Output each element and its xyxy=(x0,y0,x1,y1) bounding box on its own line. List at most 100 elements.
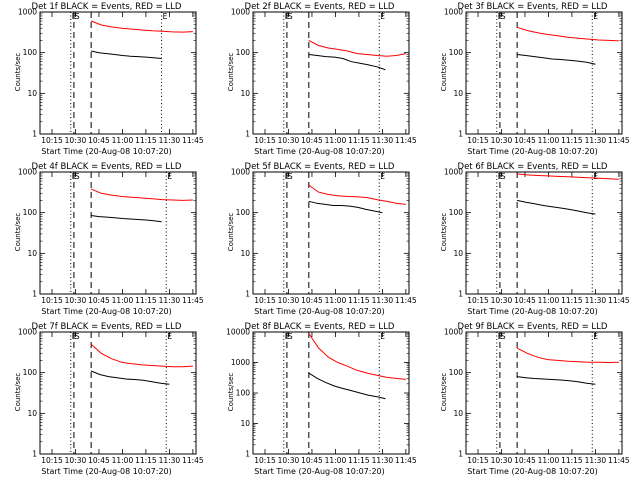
plot-area: 1 10 100 1000 10:15 10:30 10:45 11:00 11:15 11:30… xyxy=(18,8,204,146)
x-tick-label: 10:45 xyxy=(88,136,110,145)
plot-frame xyxy=(465,331,623,455)
marker-label: S xyxy=(501,12,506,21)
plot-frame xyxy=(465,11,623,135)
series-line xyxy=(90,20,193,33)
x-tick-label: 11:15 xyxy=(348,136,370,145)
series-line xyxy=(517,173,619,180)
series-line xyxy=(91,215,162,223)
marker-label: S xyxy=(75,332,80,341)
x-tick-label: 11:00 xyxy=(112,136,134,145)
chart-title: Det 8f BLACK = Events, RED = LLD xyxy=(244,322,395,332)
x-tick-label: 10:45 xyxy=(514,296,536,305)
y-tick-label: 10 xyxy=(453,89,463,98)
series-line xyxy=(308,54,386,71)
marker-label: E xyxy=(593,332,598,341)
x-tick-label: 11:45 xyxy=(395,136,417,145)
y-tick-label: 1 xyxy=(245,290,250,299)
y-tick-label: 1000 xyxy=(444,328,463,337)
y-tick-label: 10000 xyxy=(226,328,250,337)
series-line xyxy=(308,372,386,400)
x-tick-label: 11:00 xyxy=(112,296,134,305)
detector-panel: Det 2f BLACK = Events, RED = LLD Start Ti… xyxy=(213,0,426,160)
x-tick-label: 11:15 xyxy=(135,456,157,465)
y-tick-label: 10 xyxy=(240,249,250,258)
series-line xyxy=(517,54,596,65)
y-tick-label: 1000 xyxy=(18,8,37,17)
plot-area: 1 10 100 1000 10000 10:15 10:30 10:45 11:00 11:15… xyxy=(226,328,417,466)
series-line xyxy=(90,370,170,385)
series-line xyxy=(516,26,619,42)
marker-label: E xyxy=(593,12,598,21)
x-axis-title: Start Time (20-Aug-08 10:07:20) xyxy=(41,467,172,476)
y-tick-label: 1 xyxy=(458,450,463,459)
x-axis-title: Start Time (20-Aug-08 10:07:20) xyxy=(254,467,385,476)
y-tick-label: 1000 xyxy=(231,168,250,177)
x-tick-label: 11:15 xyxy=(135,136,157,145)
x-axis-title: Start Time (20-Aug-08 10:07:20) xyxy=(41,147,172,156)
x-tick-label: 10:15 xyxy=(41,136,63,145)
y-tick-label: 1000 xyxy=(444,8,463,17)
marker-label: S xyxy=(288,332,293,341)
series-line xyxy=(308,200,383,214)
x-tick-label: 11:00 xyxy=(538,456,560,465)
x-tick-label: 10:15 xyxy=(254,136,276,145)
x-tick-label: 11:00 xyxy=(325,136,347,145)
series-line xyxy=(517,376,596,385)
x-tick-label: 11:30 xyxy=(372,456,394,465)
plot-frame xyxy=(465,171,623,295)
chart-title: Det 5f BLACK = Events, RED = LLD xyxy=(244,162,395,172)
x-tick-label: 11:45 xyxy=(608,456,630,465)
marker-label: E xyxy=(167,172,172,181)
marker-label: E xyxy=(380,12,385,21)
x-tick-label: 11:30 xyxy=(159,136,181,145)
detector-panel: Det 9f BLACK = Events, RED = LLD Start Ti… xyxy=(426,320,639,480)
plot-frame xyxy=(252,331,410,455)
detector-panel: Det 1f BLACK = Events, RED = LLD Start Ti… xyxy=(0,0,213,160)
x-tick-label: 10:45 xyxy=(88,296,110,305)
x-tick-label: 11:45 xyxy=(608,136,630,145)
y-tick-label: 100 xyxy=(23,48,38,57)
x-axis-title: Start Time (20-Aug-08 10:07:20) xyxy=(467,307,598,316)
chart-title: Det 3f BLACK = Events, RED = LLD xyxy=(457,2,608,12)
y-tick-label: 100 xyxy=(236,208,251,217)
y-tick-label: 10 xyxy=(240,89,250,98)
y-tick-label: 100 xyxy=(23,368,38,377)
marker-label: E xyxy=(593,172,598,181)
x-tick-label: 10:30 xyxy=(65,136,87,145)
x-axis-title: Start Time (20-Aug-08 10:07:20) xyxy=(41,307,172,316)
y-tick-label: 10 xyxy=(453,249,463,258)
y-tick-label: 1000 xyxy=(444,168,463,177)
plot-frame xyxy=(39,331,197,455)
y-tick-label: 10 xyxy=(453,409,463,418)
x-tick-label: 11:00 xyxy=(112,456,134,465)
x-tick-label: 11:15 xyxy=(561,456,583,465)
y-tick-label: 1000 xyxy=(231,8,250,17)
x-tick-label: 10:30 xyxy=(278,136,300,145)
marker-label: S xyxy=(75,12,80,21)
x-axis-title: Start Time (20-Aug-08 10:07:20) xyxy=(467,467,598,476)
series-line xyxy=(90,50,162,59)
x-tick-label: 11:45 xyxy=(395,456,417,465)
detector-panel: Det 5f BLACK = Events, RED = LLD Start Ti… xyxy=(213,160,426,320)
plot-area: 1 10 100 1000 10:15 10:30 10:45 11:00 11:15 11:30… xyxy=(18,168,204,306)
x-tick-label: 10:45 xyxy=(301,456,323,465)
x-tick-label: 10:30 xyxy=(491,456,513,465)
x-tick-label: 10:30 xyxy=(278,296,300,305)
x-tick-label: 10:15 xyxy=(467,296,489,305)
marker-label: S xyxy=(288,12,293,21)
x-tick-label: 11:30 xyxy=(372,296,394,305)
y-tick-label: 1 xyxy=(32,450,37,459)
series-line xyxy=(308,333,406,380)
y-tick-label: 100 xyxy=(449,208,464,217)
x-tick-label: 11:00 xyxy=(538,136,560,145)
x-tick-label: 10:30 xyxy=(278,456,300,465)
plot-area: 1 10 100 1000 10:15 10:30 10:45 11:00 11:15 11:30… xyxy=(231,168,417,306)
y-tick-label: 100 xyxy=(23,208,38,217)
x-tick-label: 11:30 xyxy=(585,296,607,305)
plot-area: 1 10 100 1000 10:15 10:30 10:45 11:00 11:15 11:30… xyxy=(444,328,630,466)
marker-label: E xyxy=(380,172,385,181)
plot-area: 1 10 100 1000 10:15 10:30 10:45 11:00 11:15 11:30… xyxy=(444,8,630,146)
x-tick-label: 11:45 xyxy=(395,296,417,305)
x-tick-label: 11:30 xyxy=(372,136,394,145)
y-tick-label: 1000 xyxy=(18,328,37,337)
